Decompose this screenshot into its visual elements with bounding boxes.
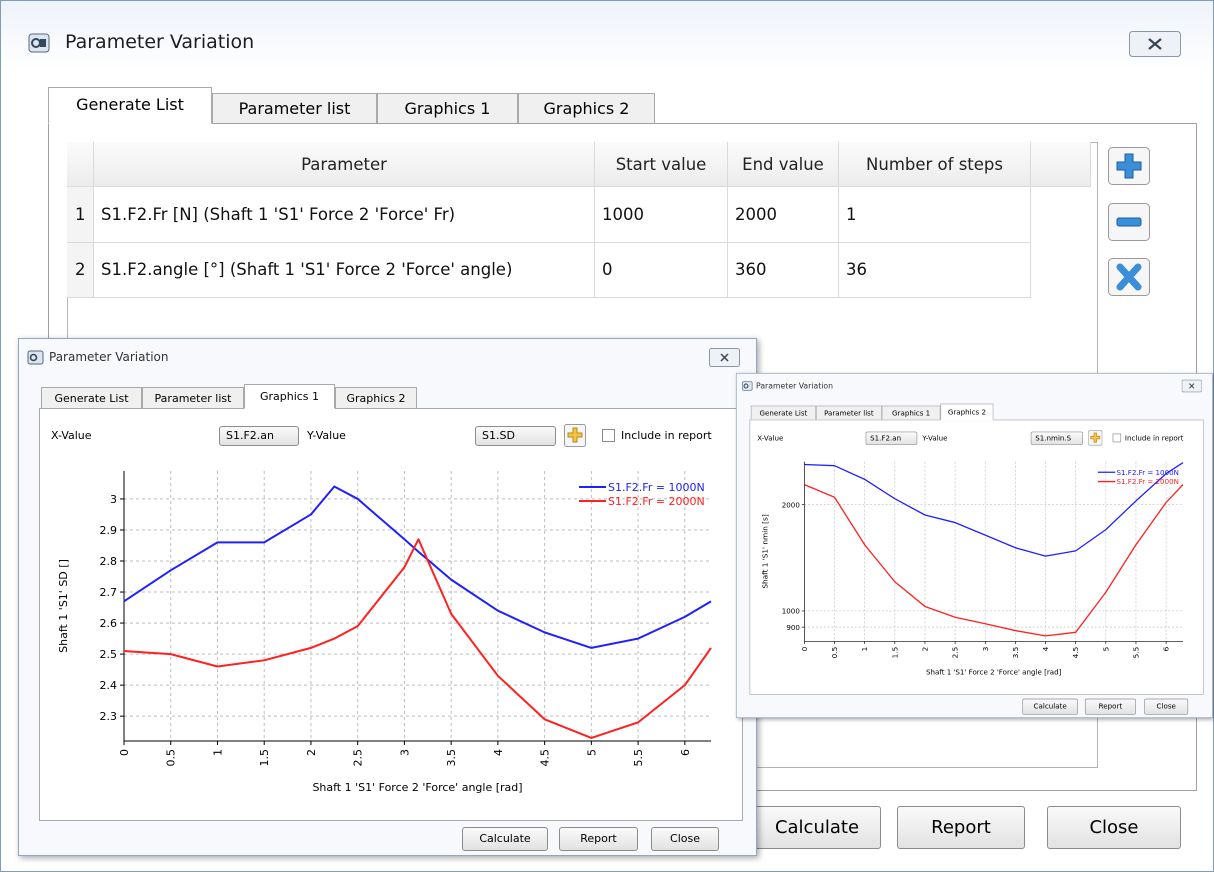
legend-label: S1.F2.Fr = 2000N xyxy=(608,495,705,508)
add-button[interactable] xyxy=(1108,147,1150,185)
button[interactable]: Report xyxy=(897,806,1025,849)
x-tick-label: 1 xyxy=(211,749,224,756)
x-tick-label: 5 xyxy=(585,749,598,756)
x-tick-label: 0 xyxy=(800,646,809,651)
tab[interactable]: Graphics 1 xyxy=(377,93,518,123)
x-tick-label: 3 xyxy=(981,647,990,652)
y-tick-label: 1000 xyxy=(782,607,800,616)
series-line xyxy=(804,485,1183,636)
x-axis-label: Shaft 1 'S1' Force 2 'Force' angle [rad] xyxy=(312,781,522,794)
header-cell: Start value xyxy=(595,142,728,187)
legend-label: S1.F2.Fr = 2000N xyxy=(1117,477,1179,486)
x-tick-label: 6 xyxy=(1162,646,1171,651)
x-tick-label: 5 xyxy=(1102,647,1111,652)
table-cell: 1000 xyxy=(595,187,728,243)
x-tick-label: 2.5 xyxy=(951,647,960,659)
x-tick-label: 5.5 xyxy=(632,749,645,767)
row-number: 1 xyxy=(67,187,94,243)
x-tick-label: 0.5 xyxy=(165,749,178,767)
y-tick-label: 2.9 xyxy=(100,524,118,537)
y-tick-label: 2.3 xyxy=(100,710,118,723)
header-cell xyxy=(67,142,94,187)
x-tick-label: 2 xyxy=(305,749,318,756)
table-cell: 1 xyxy=(839,187,1031,243)
table-cell: S1.F2.angle [°] (Shaft 1 'S1' Force 2 'F… xyxy=(94,243,595,299)
x-tick-label: 5.5 xyxy=(1132,647,1141,659)
y-axis-label: Shaft 1 'S1' nmin [s] xyxy=(761,514,770,589)
x-tick-label: 1.5 xyxy=(258,749,271,767)
table-cell: 2000 xyxy=(728,187,839,243)
tab[interactable]: Graphics 2 xyxy=(940,404,993,421)
x-tick-label: 6 xyxy=(679,749,692,756)
y-tick-label: 2.7 xyxy=(100,586,118,599)
y-tick-label: 900 xyxy=(786,623,800,632)
tab[interactable]: Graphics 2 xyxy=(518,93,655,123)
header-cell: End value xyxy=(728,142,839,187)
x-tick-label: 4 xyxy=(492,749,505,756)
legend-label: S1.F2.Fr = 1000N xyxy=(1117,468,1179,477)
chart: 900 1000 2000 0 0.5 1 1.5 2 2.5 3 3.5 4 4.5 5 5.5 6 Shaf… xyxy=(737,374,1214,719)
x-tick-label: 2.5 xyxy=(352,749,365,767)
y-tick-label: 2.4 xyxy=(100,679,118,692)
x-tick-label: 3.5 xyxy=(1011,647,1020,659)
x-tick-label: 4.5 xyxy=(539,749,552,767)
remove-button[interactable] xyxy=(1108,203,1150,241)
x-tick-label: 1.5 xyxy=(890,647,899,659)
x-tick-label: 0 xyxy=(118,749,131,756)
tab[interactable]: Generate List xyxy=(48,87,212,124)
table-cell: 36 xyxy=(839,243,1031,299)
header-cell: Parameter xyxy=(94,142,595,187)
table-cell: 360 xyxy=(728,243,839,299)
legend-label: S1.F2.Fr = 1000N xyxy=(608,481,705,494)
x-tick-label: 1 xyxy=(860,647,869,652)
x-tick-label: 4 xyxy=(1041,646,1050,651)
x-tick-label: 2 xyxy=(921,647,930,652)
y-tick-label: 2.5 xyxy=(100,648,118,661)
y-tick-label: 2.8 xyxy=(100,555,118,568)
row-number: 2 xyxy=(67,243,94,299)
window-title: Parameter Variation xyxy=(65,31,254,53)
app-icon xyxy=(27,31,51,55)
header-cell xyxy=(1031,142,1091,187)
tab[interactable]: Parameter list xyxy=(212,93,377,123)
y-tick-label: 2000 xyxy=(782,500,800,509)
button[interactable]: Close xyxy=(1047,806,1181,849)
y-tick-label: 2.6 xyxy=(100,617,118,630)
table-cell: 0 xyxy=(595,243,728,299)
chart: 2.3 2.4 2.5 2.6 2.7 2.8 2.9 3 0 0.5 1 1.5 2 2.5 3 3.5 4 4… xyxy=(19,339,758,857)
table-cell: S1.F2.Fr [N] (Shaft 1 'S1' Force 2 'Forc… xyxy=(94,187,595,243)
header-cell: Number of steps xyxy=(839,142,1031,187)
tab[interactable]: Graphics 1 xyxy=(244,384,335,409)
y-axis-label: Shaft 1 'S1' SD [] xyxy=(57,559,70,653)
button[interactable]: Calculate xyxy=(753,806,881,849)
x-tick-label: 3.5 xyxy=(445,749,458,767)
x-tick-label: 4.5 xyxy=(1071,647,1080,659)
series-line xyxy=(124,487,711,648)
x-tick-label: 3 xyxy=(398,749,411,756)
delete-button[interactable] xyxy=(1108,258,1150,296)
x-axis-label: Shaft 1 'S1' Force 2 'Force' angle [rad] xyxy=(926,668,1062,677)
page: { "main": { "title": "Parameter Variatio… xyxy=(0,0,1214,872)
close-button[interactable] xyxy=(1129,31,1181,57)
y-tick-label: 3 xyxy=(110,493,117,506)
series-line xyxy=(124,539,711,738)
x-tick-label: 0.5 xyxy=(830,647,839,659)
